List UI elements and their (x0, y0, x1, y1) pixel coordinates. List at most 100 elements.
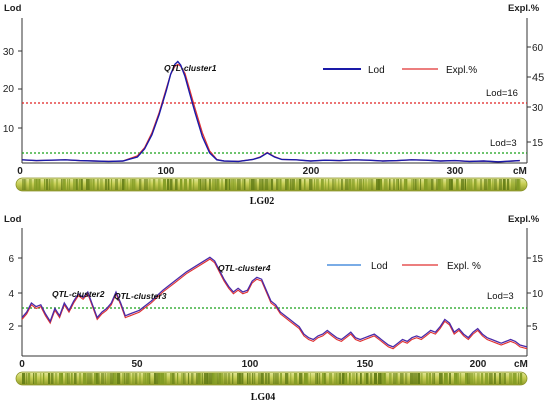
marker-band (222, 373, 224, 384)
marker-band (108, 179, 110, 190)
marker-band (304, 373, 308, 384)
marker-band (33, 373, 35, 384)
marker-band (345, 179, 349, 190)
marker-band (278, 179, 282, 190)
marker-band (269, 179, 272, 190)
marker-band (356, 373, 358, 384)
marker-band (396, 373, 398, 384)
marker-band (225, 179, 228, 190)
marker-band (26, 373, 28, 384)
marker-band (515, 179, 519, 190)
lg04-xtick-150: 150 (357, 359, 374, 370)
marker-band (183, 373, 186, 384)
lg04-xtick-50: 50 (131, 359, 143, 370)
marker-band (51, 179, 54, 190)
marker-band (247, 373, 249, 384)
marker-band (456, 373, 460, 384)
marker-band (224, 373, 228, 384)
marker-band (251, 179, 255, 190)
lg02-legend-expl-label: Expl.% (446, 65, 477, 76)
marker-band (359, 179, 363, 190)
marker-band (212, 179, 216, 190)
marker-band (120, 179, 122, 190)
marker-band (488, 179, 491, 190)
marker-band (471, 179, 473, 190)
marker-band (334, 373, 337, 384)
marker-band (410, 373, 414, 384)
lg02-right-axis-label: Expl.% (508, 3, 540, 14)
marker-band (456, 179, 459, 190)
marker-band (55, 373, 58, 384)
marker-band (465, 373, 468, 384)
marker-band (214, 373, 218, 384)
marker-band (135, 373, 138, 384)
marker-band (474, 179, 476, 190)
marker-band (396, 179, 399, 190)
marker-band (48, 373, 51, 384)
marker-band (502, 373, 505, 384)
marker-band (314, 179, 316, 190)
marker-band (237, 373, 241, 384)
marker-band (285, 179, 289, 190)
marker-band (105, 179, 108, 190)
lg04-series-lod-line (21, 256, 528, 348)
marker-band (363, 179, 365, 190)
marker-band (110, 373, 114, 384)
marker-band (22, 373, 26, 384)
marker-band (511, 179, 515, 190)
marker-band (198, 373, 202, 384)
marker-band (67, 179, 69, 190)
marker-band (436, 179, 440, 190)
lg04-xtick-100: 100 (242, 359, 259, 370)
lg04-linkage-group-label: LG04 (251, 392, 275, 403)
lg04-ytick-left-6: 6 (8, 254, 14, 265)
marker-band (258, 373, 262, 384)
marker-band (268, 373, 270, 384)
marker-band (200, 179, 202, 190)
marker-band (465, 179, 467, 190)
marker-band (124, 179, 127, 190)
marker-band (35, 373, 37, 384)
marker-band (158, 373, 162, 384)
marker-band (231, 179, 234, 190)
marker-band (304, 179, 306, 190)
marker-band (426, 373, 429, 384)
marker-band (149, 179, 151, 190)
marker-band (67, 373, 71, 384)
marker-band (439, 373, 443, 384)
marker-band (287, 179, 290, 190)
marker-band (227, 179, 230, 190)
lg02-xaxis-unit: cM (513, 166, 527, 177)
lg02-xtick-300: 300 (447, 166, 464, 177)
marker-band (202, 373, 204, 384)
marker-band (319, 373, 321, 384)
marker-band (147, 179, 149, 190)
marker-band (156, 373, 160, 384)
marker-band (40, 373, 42, 384)
marker-band (294, 373, 298, 384)
marker-band (332, 179, 335, 190)
marker-band (460, 373, 462, 384)
lg02-xtick-100: 100 (158, 166, 175, 177)
marker-band (177, 373, 179, 384)
marker-band (446, 179, 450, 190)
marker-band (321, 179, 324, 190)
lg02-linkage-group-label: LG02 (250, 196, 274, 207)
marker-band (342, 373, 345, 384)
marker-band (76, 179, 79, 190)
marker-band (90, 179, 93, 190)
marker-band (242, 373, 244, 384)
marker-band (117, 373, 121, 384)
marker-band (221, 179, 223, 190)
marker-band (424, 179, 428, 190)
marker-band (307, 373, 309, 384)
marker-band (494, 373, 496, 384)
marker-band (122, 373, 125, 384)
marker-band (365, 179, 368, 190)
marker-band (406, 179, 408, 190)
marker-band (44, 179, 46, 190)
marker-band (338, 179, 340, 190)
marker-band (299, 373, 303, 384)
marker-band (212, 373, 215, 384)
